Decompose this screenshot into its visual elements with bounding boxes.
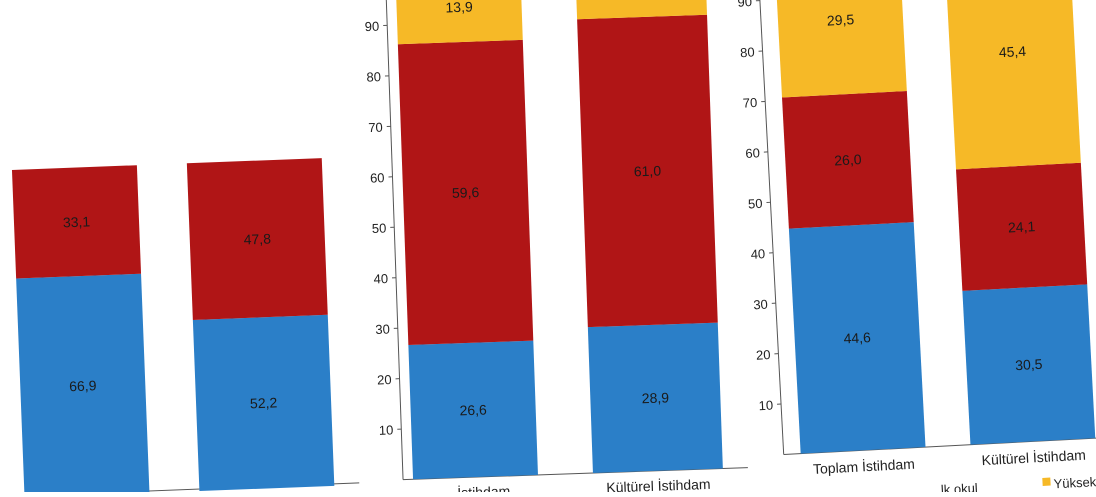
y-tick-label: 70 <box>368 120 383 135</box>
y-tick-label: 80 <box>366 69 381 84</box>
y-tick-label: 10 <box>758 397 773 413</box>
y-tick-label: 90 <box>364 19 379 34</box>
y-tick-label: 20 <box>377 372 392 387</box>
data-label: 26,6 <box>459 401 487 418</box>
data-label: 24,1 <box>1008 218 1036 235</box>
y-tick-label: 20 <box>756 347 771 363</box>
category-label: Kültürel İstihdam <box>606 475 711 492</box>
category-label: Toplam İstihdam <box>813 455 916 477</box>
y-tick-label: 60 <box>745 145 760 161</box>
y-tick-label: 10 <box>379 422 394 437</box>
data-label: 59,6 <box>452 184 480 201</box>
data-label: 45,4 <box>998 43 1026 60</box>
data-label: 52,2 <box>250 394 278 411</box>
y-tick-label: 80 <box>740 44 755 60</box>
chart-panel-3: 10 20 30 40 50 60 70 80 90 44,6 26,0 29,5 Toplam İst… <box>735 0 1096 492</box>
data-label: 66,9 <box>69 377 97 394</box>
data-label: 29,5 <box>827 11 855 28</box>
data-label: 26,0 <box>834 151 862 168</box>
category-label: ... İstihdam <box>442 482 511 492</box>
chart-panel-2: 10 20 30 40 50 60 70 80 90 26,6 59,6 13,9 ... İstihd… <box>363 0 749 492</box>
y-tick-label: 50 <box>372 221 387 236</box>
legend-swatch-yellow <box>1042 478 1050 486</box>
y-tick-label: 70 <box>742 95 757 111</box>
y-axis-line <box>757 0 783 454</box>
y-tick-label: 50 <box>748 196 763 212</box>
y-tick-label: 30 <box>753 297 768 313</box>
y-tick-label: 40 <box>750 246 765 262</box>
category-label: Kültürel İstihdam <box>981 446 1086 468</box>
y-tick-label: 90 <box>737 0 752 10</box>
data-label: 44,6 <box>843 329 871 346</box>
data-label: 33,1 <box>63 213 91 230</box>
data-label: 13,9 <box>445 0 473 15</box>
y-tick-label: 30 <box>375 321 390 336</box>
data-label: 61,0 <box>634 162 662 179</box>
data-label: 30,5 <box>1015 356 1043 373</box>
data-label: 28,9 <box>641 389 669 406</box>
legend-entry-label: Yükseköğ... <box>1053 473 1096 492</box>
bar-segment-2-3 <box>944 0 1081 169</box>
y-tick-label: 60 <box>370 170 385 185</box>
y-tick-label: 40 <box>373 271 388 286</box>
chart-panel-1: 66,9 33,1 52,2 47,8 <box>0 157 359 492</box>
data-label: 47,8 <box>243 231 271 248</box>
legend-fragment-label: ...lk okul <box>930 480 979 492</box>
